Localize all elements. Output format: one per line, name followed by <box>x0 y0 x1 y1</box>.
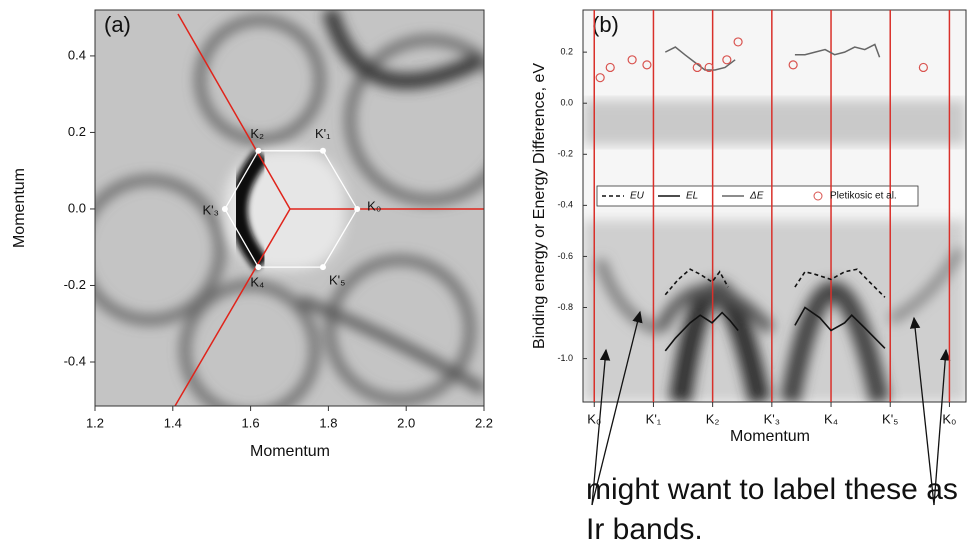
x-tick-label: K₂ <box>706 411 720 426</box>
x-tick-label: K'₁ <box>646 411 662 426</box>
point <box>605 62 615 73</box>
point-label: K'₅ <box>329 273 345 288</box>
x-axis-title: Momentum <box>730 428 810 445</box>
frame-a <box>94 9 485 407</box>
series-line <box>664 306 886 352</box>
y-tick-label: -0.4 <box>557 200 573 210</box>
point <box>733 37 743 47</box>
x-tick-label: K₀ <box>587 411 601 426</box>
panel-label: (a) <box>104 12 131 37</box>
y-tick-label: -0.2 <box>557 149 573 159</box>
point <box>642 60 652 70</box>
x-tick-label: K₀ <box>942 411 956 426</box>
x-tick-label: K₄ <box>824 411 838 426</box>
point <box>319 264 326 271</box>
y-tick-label: 0.0 <box>560 98 573 108</box>
point <box>595 73 605 83</box>
point <box>255 264 262 271</box>
x-tick-label: 1.4 <box>164 415 182 430</box>
x-tick-label: K'₅ <box>882 411 898 426</box>
series-line <box>664 268 886 298</box>
arrows <box>591 310 951 506</box>
point <box>354 205 361 212</box>
point <box>918 62 928 73</box>
x-tick-label: 1.2 <box>86 415 104 430</box>
point-label: K'₃ <box>202 202 218 217</box>
legend-label: EU <box>630 191 645 202</box>
y-tick-label: 0.2 <box>68 124 86 139</box>
legend-label: ΔE <box>749 191 764 202</box>
legend-marker <box>813 191 823 201</box>
y-axis-title: Momentum <box>11 168 28 248</box>
point <box>627 55 637 65</box>
x-tick-label: 2.2 <box>475 415 493 430</box>
point-label: K₂ <box>250 126 264 141</box>
annotation: might want to label these as Ir bands. <box>586 473 958 546</box>
point <box>319 147 326 154</box>
y-tick-label: -0.2 <box>64 277 86 292</box>
point-label: K₀ <box>367 198 381 213</box>
y-tick-label: -0.4 <box>64 353 86 368</box>
x-tick-label: 2.0 <box>397 415 415 430</box>
point <box>255 147 262 154</box>
y-axis-title: Binding energy or Energy Difference, eV <box>531 63 548 349</box>
series-line <box>664 43 881 71</box>
image-a <box>95 10 484 406</box>
x-axis-title: Momentum <box>250 443 330 460</box>
point <box>704 62 714 73</box>
zone-boundaries <box>174 13 484 407</box>
point <box>221 205 228 212</box>
frame-b <box>582 9 967 403</box>
y-tick-label: 0.4 <box>68 47 86 62</box>
y-tick-label: 0.2 <box>560 47 573 57</box>
x-tick-label: K'₃ <box>764 411 780 426</box>
x-tick-label: 1.8 <box>319 415 337 430</box>
y-tick-label: -0.6 <box>557 251 573 261</box>
y-tick-label: -0.8 <box>557 302 573 312</box>
y-tick-label: -1.0 <box>557 353 573 363</box>
point-label: K'₁ <box>315 126 331 141</box>
point <box>692 62 702 73</box>
legend-label: Pletikosic et al. <box>830 191 897 202</box>
point <box>788 60 798 70</box>
y-tick-label: 0.0 <box>68 200 86 215</box>
point-label: K₄ <box>250 275 264 290</box>
point <box>722 55 732 65</box>
panel-label: (b) <box>592 12 619 37</box>
x-tick-label: 1.6 <box>242 415 260 430</box>
legend-label: EL <box>686 191 698 202</box>
legend <box>596 185 919 207</box>
image-b <box>583 10 966 402</box>
